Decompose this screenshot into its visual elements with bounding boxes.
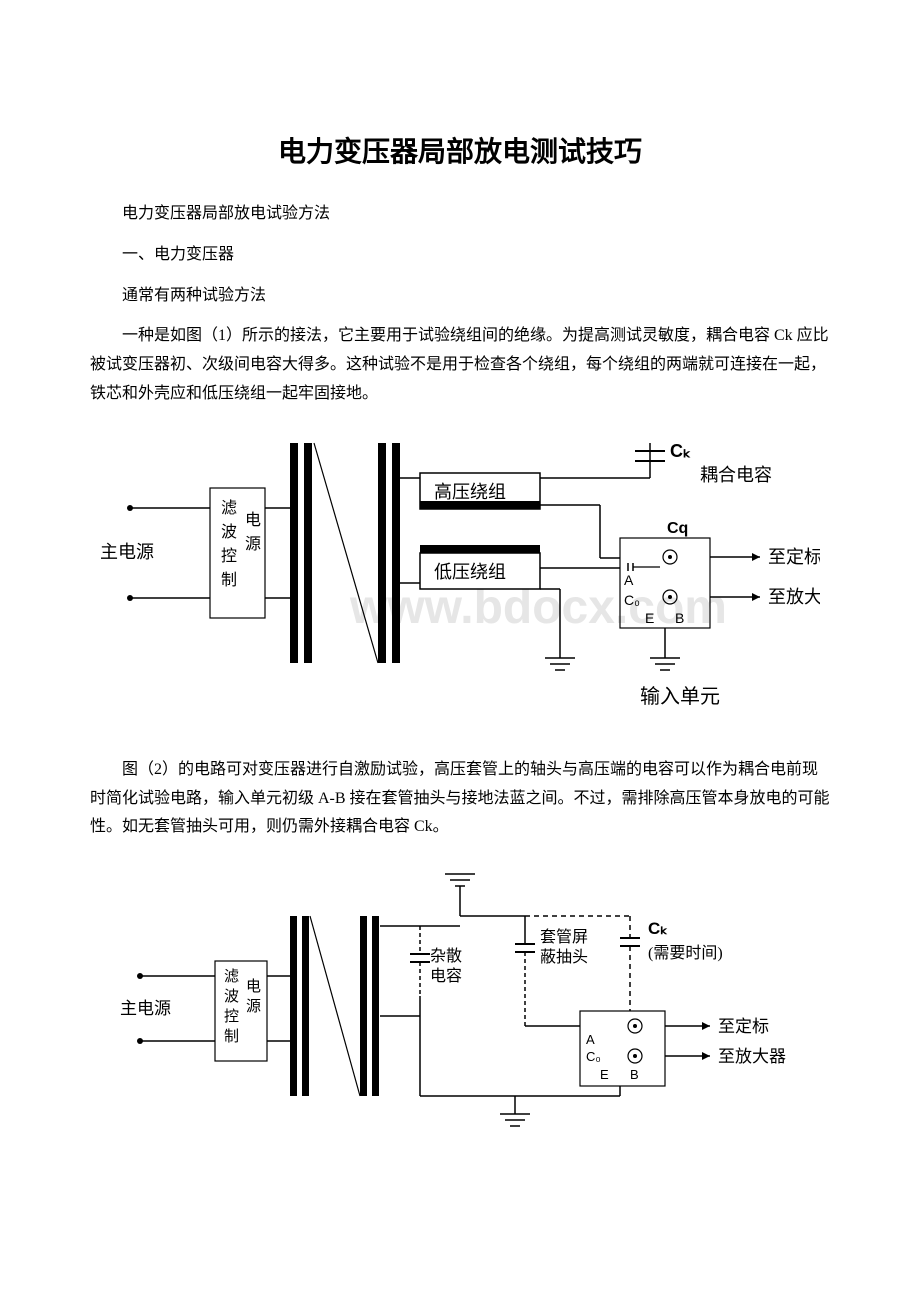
svg-text:至放大器: 至放大器 bbox=[718, 1047, 786, 1066]
svg-text:C₀: C₀ bbox=[624, 592, 640, 608]
svg-text:E: E bbox=[600, 1067, 609, 1082]
svg-text:源: 源 bbox=[245, 535, 261, 553]
svg-text:至定标: 至定标 bbox=[768, 547, 820, 567]
svg-text:B: B bbox=[675, 610, 684, 626]
svg-text:耦合电容: 耦合电容 bbox=[700, 465, 772, 485]
svg-text:滤: 滤 bbox=[221, 499, 237, 517]
svg-text:至定标: 至定标 bbox=[718, 1017, 769, 1036]
svg-text:波: 波 bbox=[224, 988, 239, 1005]
diagram-2: 主电源 滤 波 控 制 电 源 杂散 电容 套管屏 蔽抽头 bbox=[90, 866, 830, 1151]
svg-text:蔽抽头: 蔽抽头 bbox=[540, 948, 588, 966]
svg-text:A: A bbox=[586, 1032, 595, 1047]
svg-text:电: 电 bbox=[246, 978, 261, 995]
svg-text:控: 控 bbox=[224, 1008, 239, 1025]
svg-text:滤: 滤 bbox=[224, 968, 239, 985]
paragraph-5: 图（2）的电路可对变压器进行自激励试验，高压套管上的轴头与高压端的电容可以作为耦… bbox=[90, 756, 830, 842]
diagram-1: www.bdocx.com 主电源 滤 波 控 制 电 源 高压绕组 低压绕 bbox=[90, 433, 830, 728]
svg-text:B: B bbox=[630, 1067, 639, 1082]
paragraph-1: 电力变压器局部放电试验方法 bbox=[90, 200, 830, 229]
svg-text:高压绕组: 高压绕组 bbox=[434, 482, 506, 502]
svg-text:E: E bbox=[645, 610, 654, 626]
svg-text:A: A bbox=[624, 572, 634, 588]
svg-text:输入单元: 输入单元 bbox=[640, 685, 720, 708]
paragraph-4: 一种是如图（1）所示的接法，它主要用于试验绕组间的绝缘。为提高测试灵敏度，耦合电… bbox=[90, 322, 830, 408]
svg-text:(需要时间): (需要时间) bbox=[648, 944, 723, 962]
paragraph-3: 通常有两种试验方法 bbox=[90, 282, 830, 311]
svg-text:电: 电 bbox=[245, 511, 261, 529]
svg-text:制: 制 bbox=[221, 571, 237, 589]
svg-text:主电源: 主电源 bbox=[100, 542, 154, 562]
svg-text:电容: 电容 bbox=[430, 967, 462, 985]
svg-text:Cₖ: Cₖ bbox=[648, 919, 668, 938]
svg-text:C₀: C₀ bbox=[586, 1049, 601, 1064]
svg-text:控: 控 bbox=[221, 547, 237, 565]
svg-text:制: 制 bbox=[224, 1028, 239, 1045]
svg-text:杂散: 杂散 bbox=[430, 947, 462, 965]
svg-text:至放大器: 至放大器 bbox=[768, 587, 820, 607]
svg-text:低压绕组: 低压绕组 bbox=[434, 562, 506, 582]
svg-text:Cₖ: Cₖ bbox=[670, 441, 691, 461]
svg-text:套管屏: 套管屏 bbox=[540, 928, 588, 946]
svg-text:Cq: Cq bbox=[667, 520, 688, 537]
svg-text:波: 波 bbox=[221, 523, 237, 541]
svg-text:主电源: 主电源 bbox=[120, 999, 171, 1018]
page-title: 电力变压器局部放电测试技巧 bbox=[90, 130, 830, 170]
paragraph-2: 一、电力变压器 bbox=[90, 241, 830, 270]
svg-text:源: 源 bbox=[246, 998, 261, 1015]
